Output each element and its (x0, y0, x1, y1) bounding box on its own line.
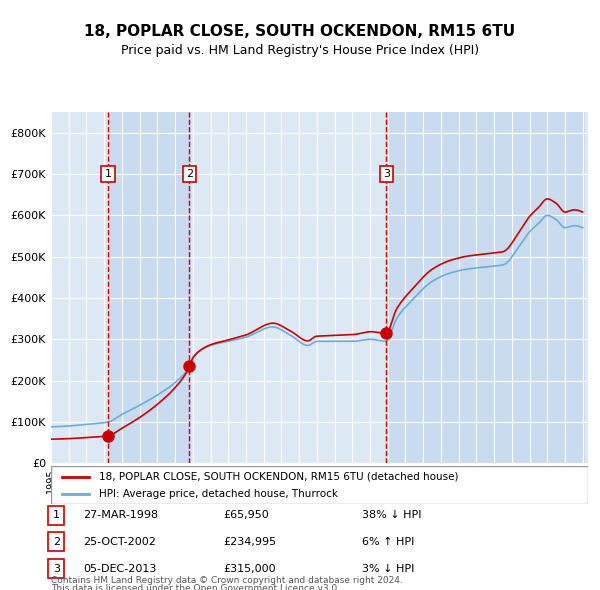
Text: 27-MAR-1998: 27-MAR-1998 (83, 510, 158, 520)
Text: 3: 3 (53, 564, 60, 573)
FancyBboxPatch shape (51, 466, 588, 504)
Text: £234,995: £234,995 (223, 537, 276, 547)
Text: 18, POPLAR CLOSE, SOUTH OCKENDON, RM15 6TU (detached house): 18, POPLAR CLOSE, SOUTH OCKENDON, RM15 6… (100, 472, 459, 482)
Text: 2: 2 (186, 169, 193, 179)
Text: 1: 1 (105, 169, 112, 179)
Text: 3: 3 (383, 169, 390, 179)
Bar (386, 112, 584, 463)
Text: 1: 1 (53, 510, 60, 520)
Text: 25-OCT-2002: 25-OCT-2002 (83, 537, 156, 547)
Text: 6% ↑ HPI: 6% ↑ HPI (362, 537, 415, 547)
Text: This data is licensed under the Open Government Licence v3.0.: This data is licensed under the Open Gov… (51, 584, 340, 590)
Text: 2: 2 (53, 537, 60, 547)
Text: £65,950: £65,950 (223, 510, 269, 520)
Text: £315,000: £315,000 (223, 564, 275, 573)
Text: 05-DEC-2013: 05-DEC-2013 (83, 564, 157, 573)
Text: 3% ↓ HPI: 3% ↓ HPI (362, 564, 415, 573)
Bar (109, 112, 190, 463)
Text: 38% ↓ HPI: 38% ↓ HPI (362, 510, 422, 520)
Text: HPI: Average price, detached house, Thurrock: HPI: Average price, detached house, Thur… (100, 489, 338, 499)
Text: Contains HM Land Registry data © Crown copyright and database right 2024.: Contains HM Land Registry data © Crown c… (51, 576, 403, 585)
Text: 18, POPLAR CLOSE, SOUTH OCKENDON, RM15 6TU: 18, POPLAR CLOSE, SOUTH OCKENDON, RM15 6… (85, 24, 515, 38)
Text: Price paid vs. HM Land Registry's House Price Index (HPI): Price paid vs. HM Land Registry's House … (121, 44, 479, 57)
